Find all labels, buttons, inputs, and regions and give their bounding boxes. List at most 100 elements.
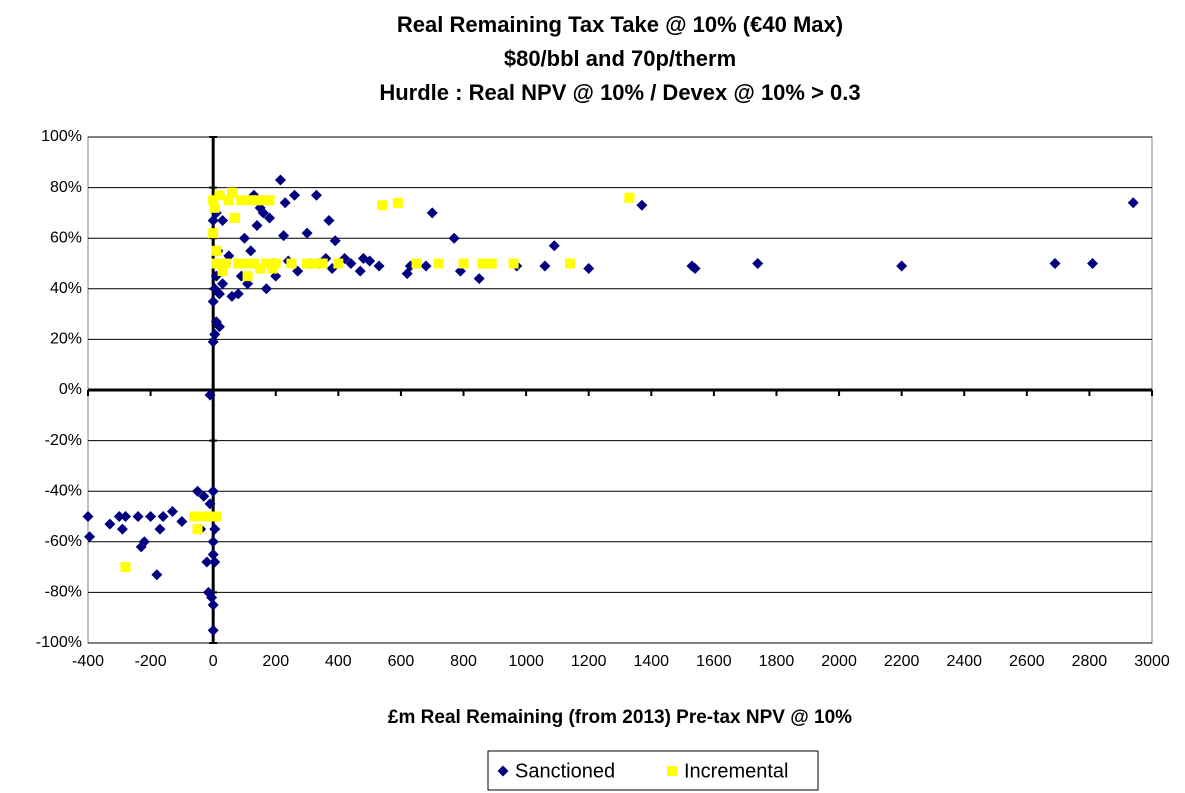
point: [1087, 258, 1099, 269]
point: [248, 258, 259, 269]
point: [473, 273, 485, 285]
point: [264, 195, 275, 206]
y-tick-label: -60%: [45, 533, 82, 550]
point: [420, 260, 432, 272]
point: [289, 189, 301, 201]
legend-box: [487, 750, 819, 791]
point: [213, 288, 225, 300]
point: [238, 232, 250, 244]
point: [261, 258, 272, 269]
point: [207, 336, 219, 348]
point: [279, 197, 291, 209]
legend-label: Incremental: [684, 760, 789, 782]
point: [624, 192, 635, 203]
point: [192, 485, 204, 497]
x-tick-label: 1200: [571, 653, 607, 670]
y-tick-label: -100%: [36, 634, 82, 651]
point: [267, 263, 278, 274]
point: [548, 240, 560, 252]
point: [1049, 258, 1061, 269]
point: [270, 258, 281, 269]
chart-title: Real Remaining Tax Take @ 10% (€40 Max): [397, 12, 843, 37]
point: [373, 260, 385, 272]
point: [333, 258, 344, 269]
point: [220, 258, 231, 269]
point: [392, 197, 403, 208]
point: [689, 263, 701, 275]
x-tick-label: 3000: [1134, 653, 1170, 670]
y-tick-label: 100%: [41, 128, 82, 145]
point: [310, 189, 322, 201]
x-tick-label: 400: [325, 653, 352, 670]
point: [230, 212, 241, 223]
point: [217, 214, 229, 226]
point: [145, 511, 157, 522]
point: [166, 505, 178, 517]
point: [636, 199, 648, 211]
chart-subtitle: $80/bbl and 70p/therm: [504, 46, 736, 71]
point: [120, 511, 132, 522]
point: [204, 498, 216, 510]
point: [217, 266, 228, 277]
point: [207, 624, 219, 636]
x-tick-label: -200: [135, 653, 167, 670]
point: [377, 200, 388, 211]
point: [433, 258, 444, 269]
point: [213, 321, 225, 333]
point: [204, 389, 216, 401]
point: [345, 258, 357, 269]
legend-label: Sanctioned: [515, 760, 615, 782]
point: [539, 260, 551, 272]
x-tick-label: 1400: [633, 653, 669, 670]
point: [207, 295, 219, 307]
point: [448, 232, 460, 244]
point: [138, 536, 150, 548]
point: [120, 562, 131, 573]
point: [583, 263, 595, 275]
point: [317, 258, 328, 269]
point: [82, 511, 94, 522]
point: [209, 202, 220, 213]
x-axis-label: £m Real Remaining (from 2013) Pre-tax NP…: [388, 707, 852, 728]
legend-marker: [497, 765, 509, 777]
point: [257, 207, 269, 219]
x-tick-label: 600: [388, 653, 415, 670]
point: [233, 258, 244, 269]
point: [255, 263, 266, 274]
legend-marker: [667, 766, 677, 776]
point: [198, 511, 209, 522]
point: [323, 214, 335, 226]
point: [132, 511, 144, 522]
point: [258, 195, 269, 206]
y-tick-label: -40%: [45, 482, 82, 499]
point: [301, 227, 313, 239]
point: [232, 288, 244, 300]
point: [211, 258, 222, 269]
point: [302, 258, 313, 269]
point: [251, 195, 262, 206]
y-tick-label: 0%: [59, 381, 82, 398]
point: [278, 230, 290, 242]
point: [207, 548, 219, 560]
point: [264, 212, 276, 224]
y-tick-label: -20%: [45, 432, 82, 449]
point: [477, 258, 488, 269]
x-tick-label: 800: [450, 653, 477, 670]
point: [208, 195, 219, 206]
point: [486, 258, 497, 269]
point: [198, 490, 210, 502]
point: [104, 518, 116, 530]
point: [214, 190, 225, 201]
point: [274, 174, 286, 186]
point: [426, 207, 438, 219]
point: [207, 599, 219, 611]
x-tick-label: 2800: [1072, 653, 1108, 670]
point: [211, 245, 222, 256]
point: [207, 536, 219, 548]
point: [239, 258, 250, 269]
point: [209, 523, 221, 535]
point: [201, 556, 213, 568]
point: [286, 258, 297, 269]
x-tick-label: 2200: [884, 653, 920, 670]
x-tick-label: 0: [209, 653, 218, 670]
